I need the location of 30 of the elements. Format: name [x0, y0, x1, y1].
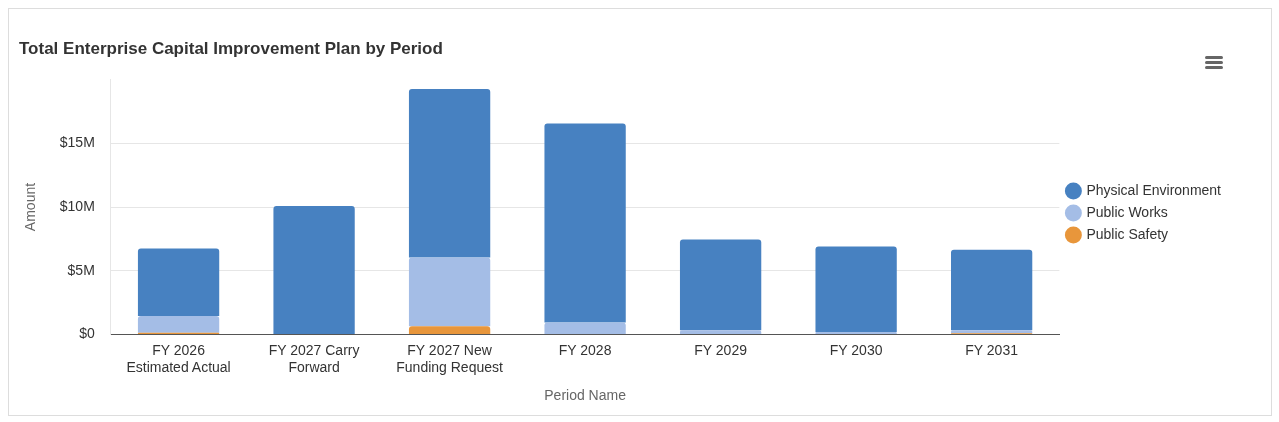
- bar: [544, 322, 626, 335]
- bar: [408, 257, 491, 327]
- legend-label: Public Safety: [1086, 225, 1169, 242]
- y-axis-title: Amount: [22, 182, 39, 232]
- y-tick-label: $0: [79, 325, 96, 342]
- bar: [679, 330, 762, 335]
- bar: [544, 123, 626, 323]
- x-tick-label: FY 2027 New Funding Request: [396, 341, 504, 375]
- bar: [408, 88, 491, 258]
- bar: [137, 248, 220, 317]
- y-tick-label: $5M: [67, 261, 95, 278]
- x-axis-title: Period Name: [544, 387, 627, 404]
- bar: [815, 246, 897, 333]
- bar: [679, 239, 762, 331]
- bar: [815, 332, 897, 335]
- x-tick-label: FY 2027 Carry Forward: [268, 341, 360, 375]
- y-tick-label: $15M: [59, 134, 95, 151]
- legend-label: Public Works: [1086, 203, 1168, 220]
- bar: [408, 326, 491, 335]
- legend-label: Physical Environment: [1086, 181, 1222, 198]
- x-tick-label: FY 2030: [829, 341, 883, 358]
- bar: [137, 316, 220, 333]
- chart-title: Total Enterprise Capital Improvement Plan by Period: [19, 38, 443, 58]
- y-tick-label: $10M: [59, 197, 95, 214]
- x-tick-label: FY 2029: [694, 341, 748, 358]
- x-tick-label: FY 2026 Estimated Actual: [126, 341, 231, 375]
- bar: [950, 249, 1033, 331]
- x-tick-label: FY 2031: [965, 341, 1019, 358]
- x-tick-label: FY 2028: [558, 341, 612, 358]
- bar: [273, 206, 355, 335]
